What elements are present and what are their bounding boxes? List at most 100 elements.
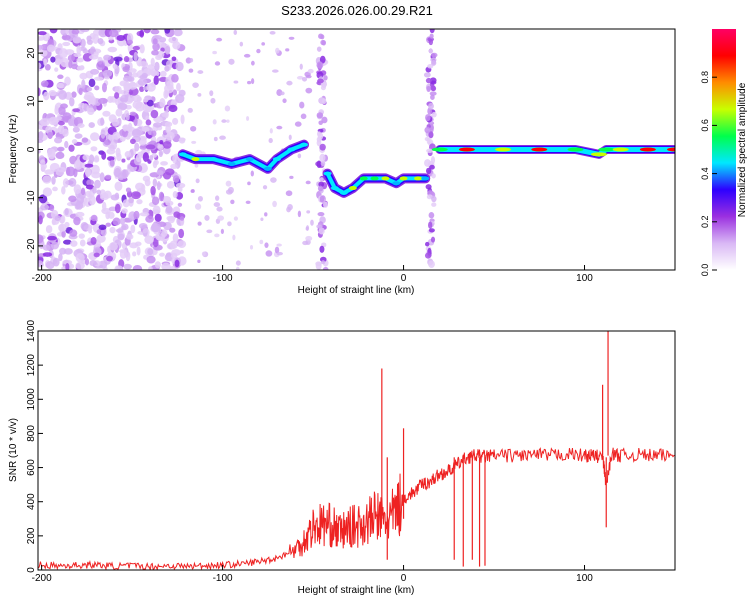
spectrogram-noise-blob [146,99,154,107]
spectrogram-band-blob [320,160,326,167]
spectrogram-noise-blob [221,119,227,123]
spectrogram-band-blob [428,260,435,269]
spectrogram-noise-blob [62,178,69,188]
spectrogram-band-blob [427,64,434,69]
spectrogram-noise-blob [175,61,184,72]
spectrogram-noise-blob [100,129,106,139]
spectrogram-noise-blob [102,201,107,212]
spectrogram-noise-blob [189,57,194,63]
spectrogram-noise-blob [155,233,165,241]
spectrogram-noise-blob [159,140,164,145]
colorbar: 0.0 0.2 0.4 0.6 0.8 Normalized spectral ampl… [700,29,748,276]
spectrogram-band-blob [319,153,326,162]
spectrogram-noise-blob [143,29,151,34]
spectrogram-noise-blob [209,90,214,97]
spectrogram-band-blob [319,177,324,183]
spectrogram-noise-blob [212,50,217,55]
spectrogram-noise-blob [79,239,86,247]
spectrogram-noise-blob [127,39,134,45]
spectrogram-noise-blob [132,100,143,110]
spectrogram-noise-blob [98,224,107,231]
spectrogram-noise-blob [96,61,105,71]
spectrogram-noise-blob [106,148,116,155]
spectrogram-noise-blob [98,260,108,269]
spectrogram-band-blob [317,185,324,192]
spectrogram-trace-peak [381,176,390,181]
colorbar-tick-label: 0.4 [700,167,710,180]
spectrogram-noise-blob [57,74,64,79]
spectrogram-noise-blob [45,225,53,234]
spectrogram-band-blob [316,61,324,69]
spectrogram-noise-blob [176,82,181,92]
spectrogram-noise-blob [164,29,171,34]
spectrogram-noise-blob [243,53,251,58]
spectrogram-noise-blob [101,82,107,93]
spectrogram-noise-blob [48,90,57,97]
spectrogram-noise-blob [119,80,128,87]
spectrogram-noise-blob [59,216,65,224]
spectrogram-noise-blob [43,91,50,101]
spectrogram-noise-blob [77,123,85,128]
spectrogram-band-blob [431,111,437,118]
spectrogram-noise-blob [169,265,176,270]
spectrogram-noise-blob [191,140,197,144]
snr-series-line [38,447,675,570]
spectrogram-noise-blob [139,212,150,217]
snr-y-tick-label: 1000 [26,388,37,411]
spectrogram-noise-blob [288,134,292,141]
spectrogram-trace-peak [370,176,379,181]
spectrogram-noise-blob [289,175,294,179]
spectrogram-noise-blob [305,87,313,94]
spectrogram-noise-blob [40,159,46,167]
spectrogram-noise-blob [264,212,268,217]
spectrogram-noise-blob [164,45,171,55]
spectrogram-noise-blob [299,101,305,109]
spectrogram-noise-blob [88,54,99,60]
spectrogram-noise-blob [146,255,156,264]
spectrogram-noise-blob [194,163,199,168]
spectrogram-x-tick-label: -100 [213,273,233,284]
spectrogram-noise-blob [166,80,174,90]
spectrogram-noise-blob [61,186,66,195]
spectrogram-noise-blob [166,181,175,189]
spectrogram-band-blob [426,148,433,153]
spectrogram-noise-blob [121,158,126,163]
spectrogram-trace-peak [209,157,218,162]
colorbar-ticks: 0.0 0.2 0.4 0.6 0.8 [700,71,717,276]
spectrogram-band-blob [321,260,326,265]
spectrogram-noise-blob [112,63,118,70]
spectrogram-band-blob [425,184,432,190]
spectrogram-noise-blob [90,214,98,222]
spectrogram-noise-blob [79,72,88,80]
spectrogram-noise-blob [116,35,126,42]
spectrogram-noise-blob [260,217,264,221]
spectrogram-noise-blob [144,235,154,244]
spectrogram-y-tick-label: 10 [26,95,37,107]
spectrogram-noise-blob [165,200,174,206]
spectrogram-y-tick-label: -20 [26,238,37,253]
spectrogram-noise-blob [120,94,129,103]
spectrogram-noise-blob [38,194,48,204]
spectrogram-noise-blob [152,38,158,45]
spectrogram-noise-blob [114,203,121,214]
spectrogram-noise-blob [160,161,168,166]
spectrogram-noise-blob [38,260,44,267]
spectrogram-noise-blob [133,51,138,62]
spectrogram-noise-blob [78,87,83,96]
spectrogram-band-blob [425,167,432,175]
spectrogram-noise-blob [86,87,93,92]
spectrogram-noise-blob [62,128,69,137]
spectrogram-noise-blob [57,121,65,126]
spectrogram-noise-blob [63,248,73,255]
spectrogram-noise-blob [94,179,101,189]
spectrogram-noise-blob [100,228,107,237]
spectrogram-noise-blob [64,76,71,86]
spectrogram-noise-blob [68,144,75,152]
spectrogram-noise-blob [216,37,223,42]
spectrogram-noise-blob [130,138,136,145]
spectrogram-trace-peak [567,147,584,152]
spectrogram-band-blob [431,195,437,203]
spectrogram-band-blob [431,86,437,92]
spectrogram-noise-blob [246,116,250,121]
spectrogram-band-blob [426,85,431,92]
